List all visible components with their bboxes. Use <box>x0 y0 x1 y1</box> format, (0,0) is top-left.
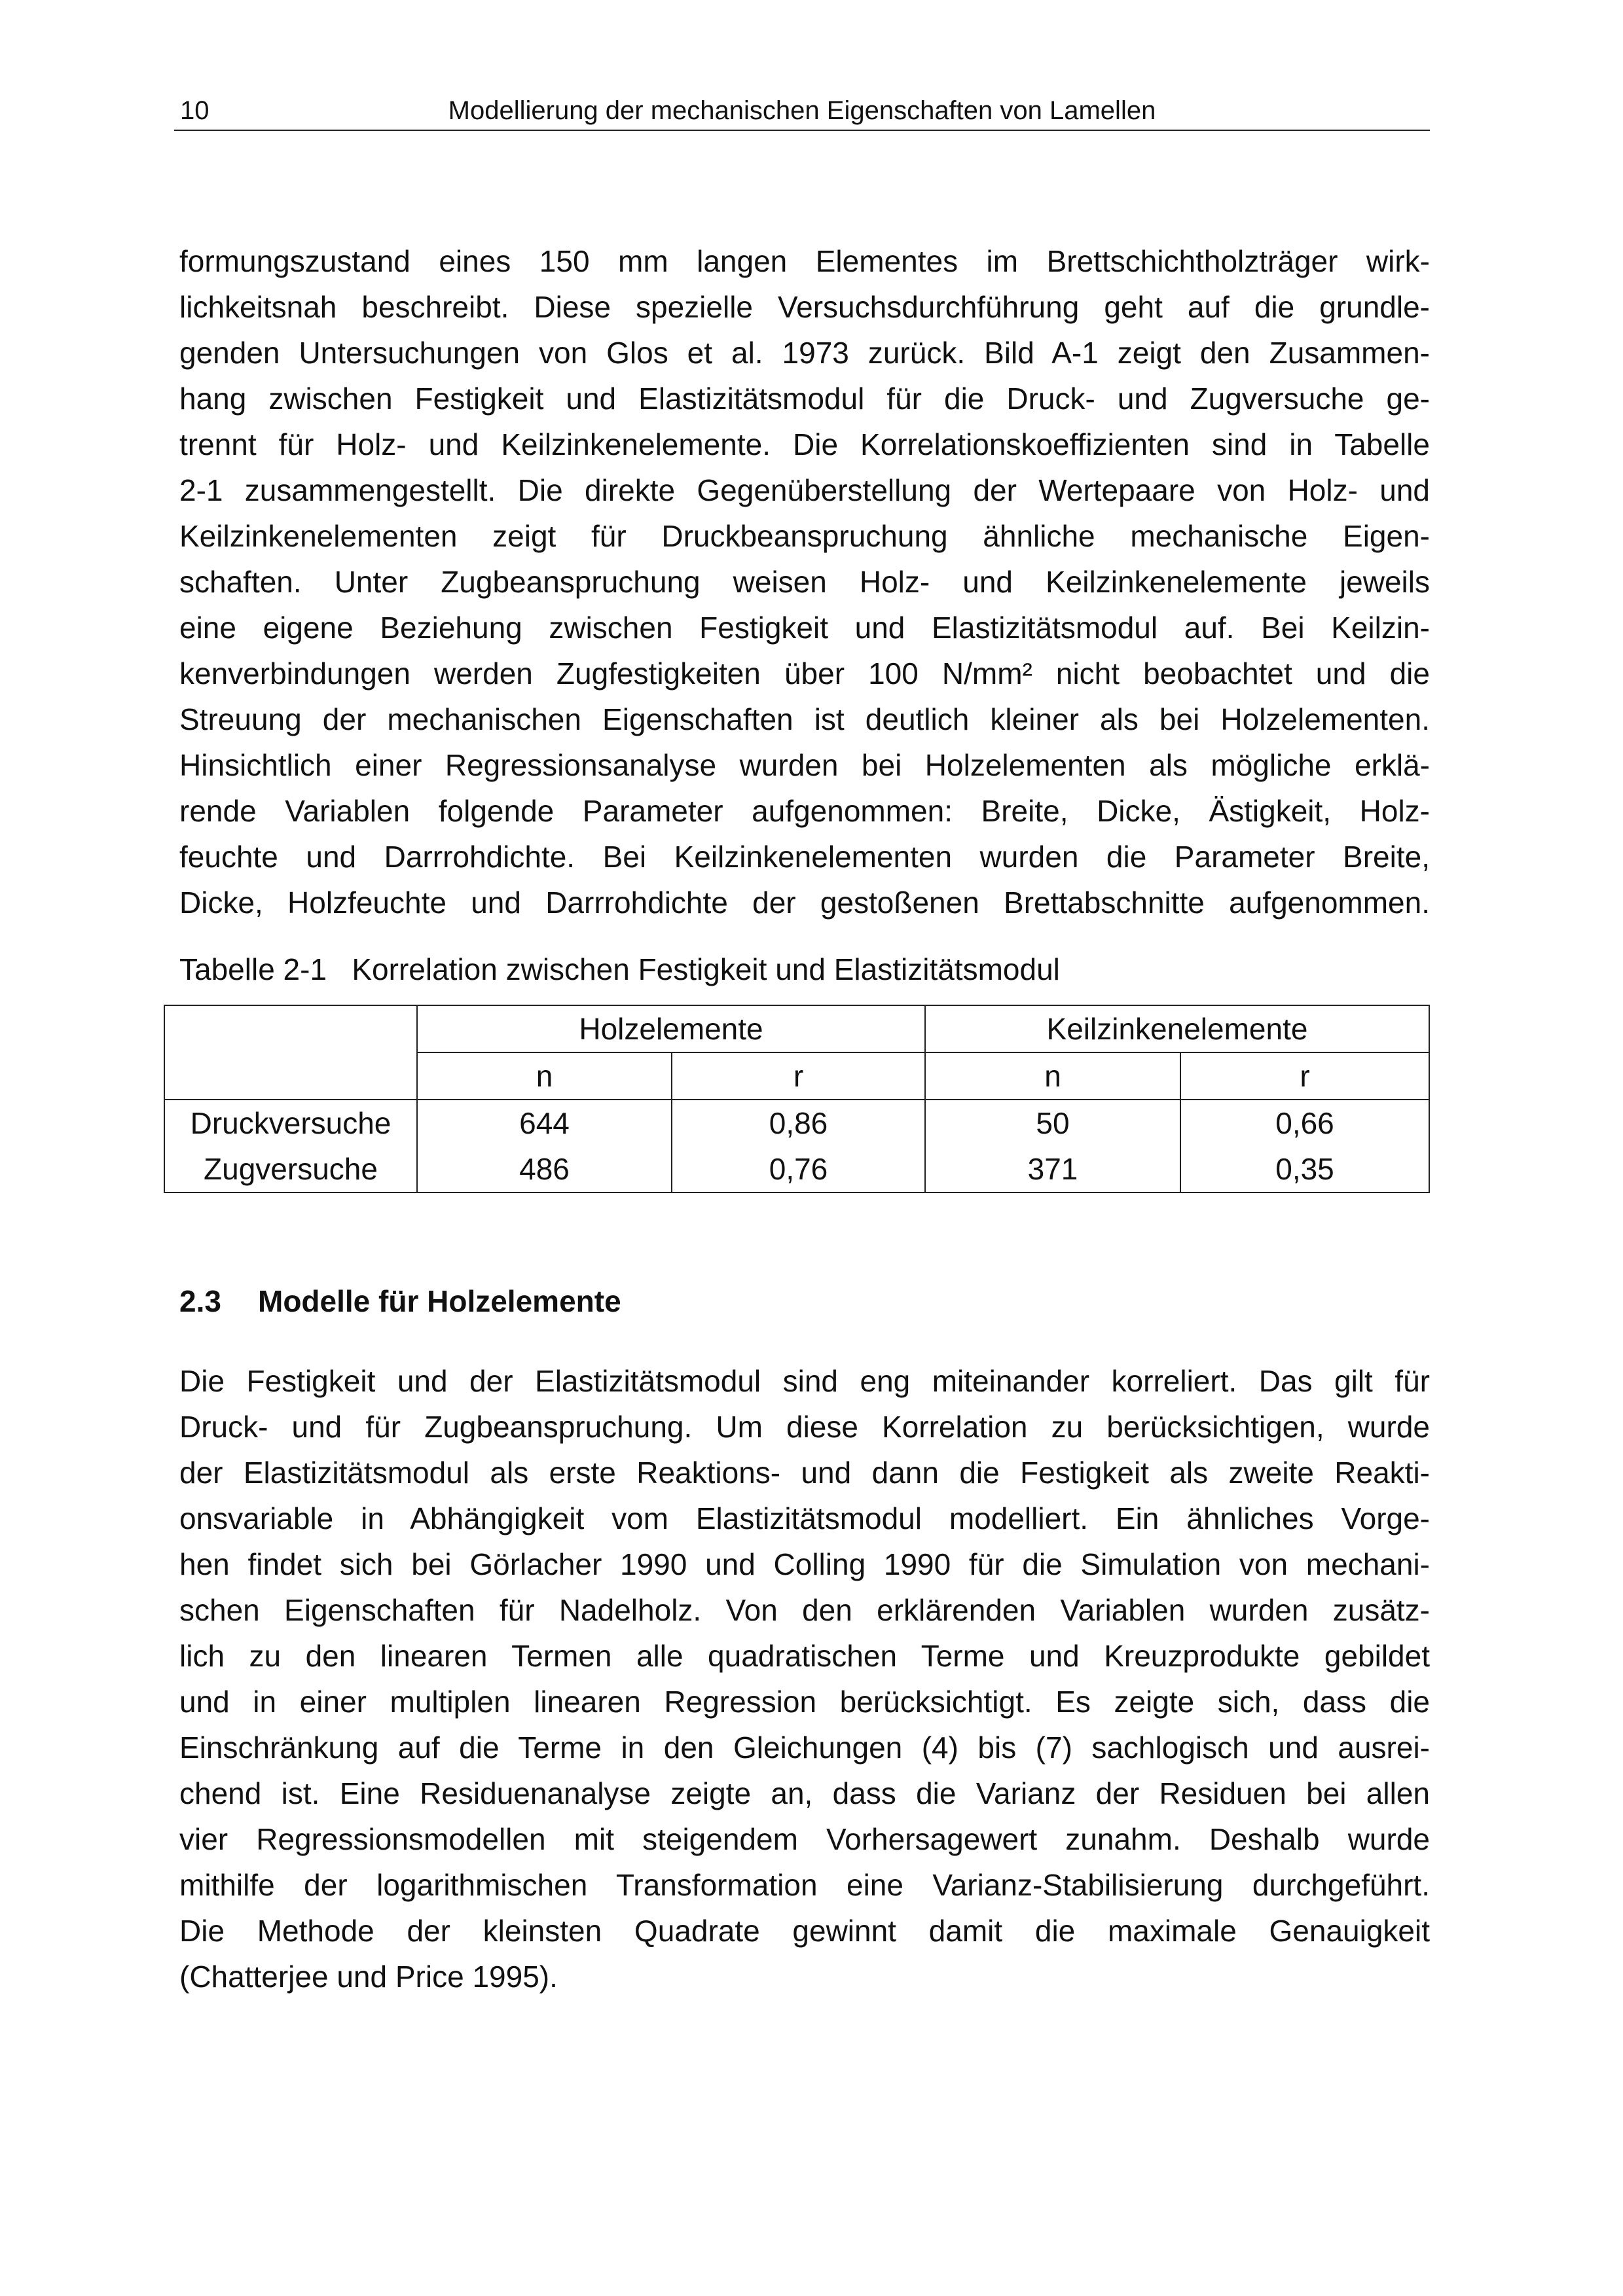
text-line: lich zu den linearen Termen alle quadrat… <box>179 1639 1430 1673</box>
section-number: 2.3 <box>179 1284 221 1318</box>
table-cell: 50 <box>924 1099 1181 1146</box>
text-line: 2-1 zusammengestellt. Die direkte Gegenü… <box>179 473 1430 507</box>
text-line: Die Festigkeit und der Elastizitätsmodul… <box>179 1364 1430 1398</box>
group-header-keilzinkenelemente: Keilzinkenelemente <box>924 1005 1430 1053</box>
table-cell: 0,35 <box>1180 1146 1430 1193</box>
text-line: hen findet sich bei Görlacher 1990 und C… <box>179 1547 1430 1581</box>
header-rule <box>174 130 1430 131</box>
table-row: Zugversuche 486 0,76 371 0,35 <box>164 1146 1430 1193</box>
text-line: Keilzinkenelementen zeigt für Druckbeans… <box>179 519 1430 553</box>
text-line: Druck- und für Zugbeanspruchung. Um dies… <box>179 1410 1430 1444</box>
section-heading: 2.3 Modelle für Holzelemente <box>179 1278 621 1324</box>
table-row: Druckversuche 644 0,86 50 0,66 <box>164 1099 1430 1146</box>
running-title: Modellierung der mechanischen Eigenschaf… <box>448 96 1156 125</box>
table-sub-header-row: n r n r <box>164 1052 1430 1100</box>
page-number: 10 <box>180 96 210 125</box>
text-line: Einschränkung auf die Terme in den Gleic… <box>179 1731 1430 1765</box>
text-line: der Elastizitätsmodul als erste Reaktion… <box>179 1456 1430 1490</box>
text-line: mithilfe der logarithmischen Transformat… <box>179 1868 1430 1902</box>
text-line: formungszustand eines 150 mm langen Elem… <box>179 244 1430 278</box>
table-cell: 0,86 <box>671 1099 926 1146</box>
text-line: Hinsichtlich einer Regressionsanalyse wu… <box>179 748 1430 782</box>
table-group-header-row: Holzelemente Keilzinkenelemente <box>164 1005 1430 1100</box>
text-line: chend ist. Eine Residuenanalyse zeigte a… <box>179 1776 1430 1810</box>
section-title: Modelle für Holzelemente <box>258 1284 621 1318</box>
text-line: Die Methode der kleinsten Quadrate gewin… <box>179 1914 1430 1948</box>
text-line: lichkeitsnah beschreibt. Diese spezielle… <box>179 290 1430 324</box>
text-line: (Chatterjee und Price 1995). <box>179 1960 558 1994</box>
text-line: vier Regressionsmodellen mit steigendem … <box>179 1822 1430 1856</box>
text-line: genden Untersuchungen von Glos et al. 19… <box>179 336 1430 370</box>
table-cell: 371 <box>924 1146 1181 1193</box>
sub-header: n <box>416 1052 672 1100</box>
text-line: trennt für Holz- und Keilzinkenelemente.… <box>179 427 1430 461</box>
table-cell: 644 <box>416 1099 672 1146</box>
group-header-holzelemente: Holzelemente <box>416 1005 926 1053</box>
paragraph-2: Die Festigkeit und der Elastizitätsmodul… <box>179 1358 1430 2000</box>
table-corner-cell <box>164 1005 418 1100</box>
text-line: rende Variablen folgende Parameter aufge… <box>179 794 1430 828</box>
correlation-table: Holzelemente Keilzinkenelemente n r n r … <box>164 1005 1430 1193</box>
table-caption: Tabelle 2-1 Korrelation zwischen Festigk… <box>179 952 1060 986</box>
text-line: eine eigene Beziehung zwischen Festigkei… <box>179 611 1430 645</box>
text-line: Streuung der mechanischen Eigenschaften … <box>179 702 1430 736</box>
text-line: onsvariable in Abhängigkeit vom Elastizi… <box>179 1501 1430 1535</box>
text-line: schen Eigenschaften für Nadelholz. Von d… <box>179 1593 1430 1627</box>
row-label: Druckversuche <box>164 1099 418 1146</box>
text-line: kenverbindungen werden Zugfestigkeiten ü… <box>179 656 1430 691</box>
sub-header: r <box>1180 1052 1430 1100</box>
table-cell: 486 <box>416 1146 672 1193</box>
text-line: feuchte und Darrrohdichte. Bei Keilzinke… <box>179 840 1430 874</box>
text-line: hang zwischen Festigkeit und Elastizität… <box>179 382 1430 416</box>
row-label: Zugversuche <box>164 1146 418 1193</box>
table-cell: 0,76 <box>671 1146 926 1193</box>
table-cell: 0,66 <box>1180 1099 1430 1146</box>
text-line: Dicke, Holzfeuchte und Darrrohdichte der… <box>179 886 1430 920</box>
text-line: schaften. Unter Zugbeanspruchung weisen … <box>179 565 1430 599</box>
paragraph-1: formungszustand eines 150 mm langen Elem… <box>179 238 1430 925</box>
sub-header: r <box>671 1052 926 1100</box>
text-line: und in einer multiplen linearen Regressi… <box>179 1685 1430 1719</box>
sub-header: n <box>924 1052 1181 1100</box>
